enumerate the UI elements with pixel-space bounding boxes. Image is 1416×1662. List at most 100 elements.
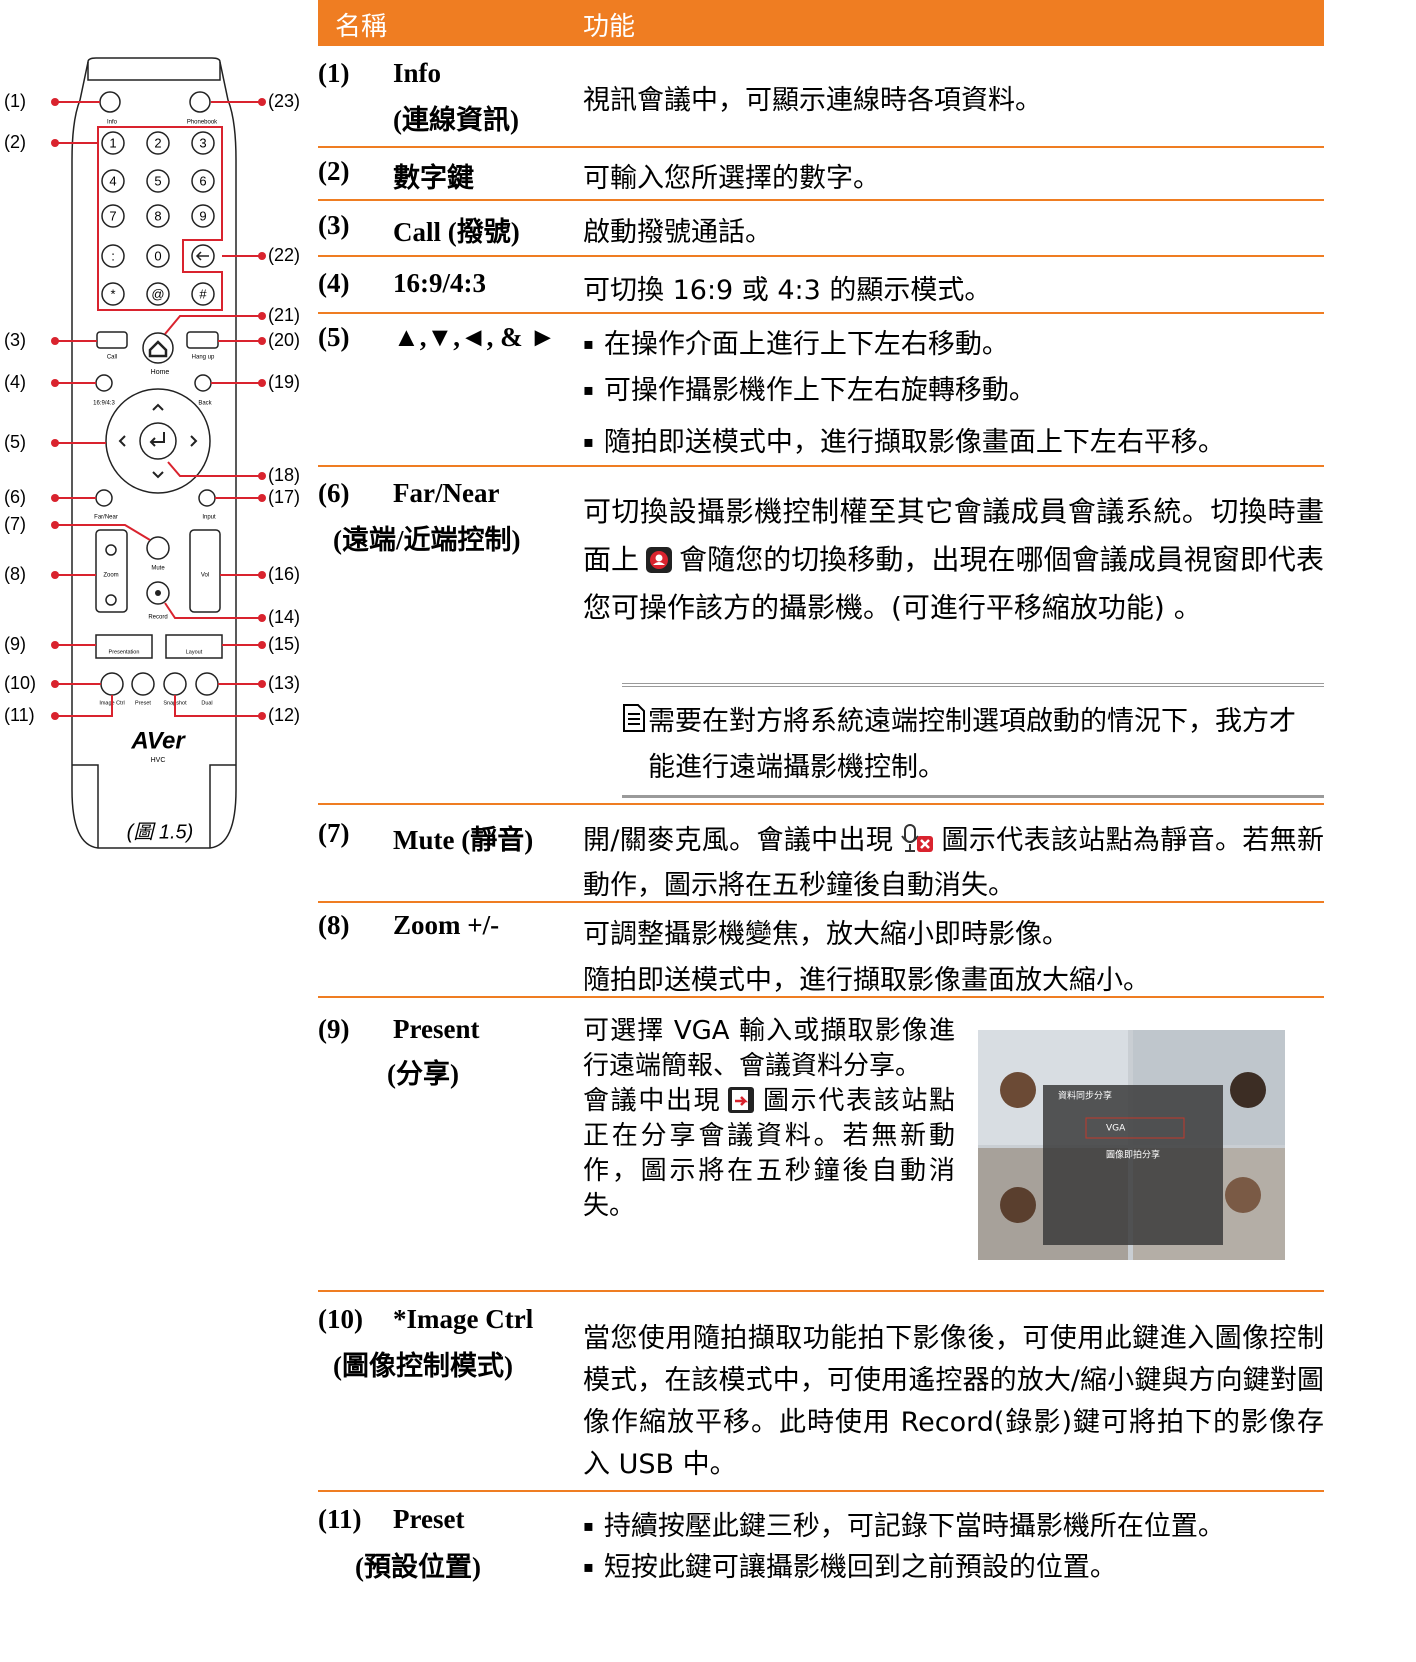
- callout-line: [164, 602, 262, 619]
- text: 當您使用隨拍擷取功能拍下影像後，可使用此鍵進入圖像控制模式，在該模式中，可使用遙…: [583, 1323, 1324, 1480]
- callout-dot: [51, 379, 59, 387]
- callout-dot: [51, 641, 59, 649]
- button-label: 16:9/4:3: [93, 401, 115, 407]
- button: [95, 489, 113, 507]
- callout-label: (1): [4, 91, 26, 111]
- button-label: Phonebook: [187, 120, 218, 126]
- button: [105, 594, 117, 606]
- callout-label: (9): [4, 634, 26, 654]
- callout-label: (13): [268, 673, 300, 693]
- callout-label: (10): [4, 673, 36, 693]
- text: 會議中出現: [583, 1086, 722, 1116]
- callout-dot: [258, 472, 266, 480]
- button-label: Input: [202, 515, 216, 521]
- row-name: Call (撥號): [393, 217, 520, 247]
- callout-dot: [51, 337, 59, 345]
- callout-label: (6): [4, 487, 26, 507]
- button: [191, 204, 215, 228]
- row-number: (1): [318, 58, 350, 88]
- button: [194, 374, 212, 392]
- button: [139, 422, 177, 460]
- row-separator: [318, 1490, 1324, 1492]
- row-name: *Image Ctrl: [393, 1304, 534, 1334]
- callout-dot: [51, 98, 59, 106]
- callout-dot: [51, 680, 59, 688]
- remote-body: [71, 57, 237, 849]
- button-label: Call: [107, 355, 117, 361]
- row-separator: [318, 901, 1324, 903]
- button: [163, 672, 187, 696]
- callout-label: (14): [268, 607, 300, 627]
- button: [189, 529, 221, 613]
- header-cell: 名稱: [335, 12, 388, 42]
- button-label: *: [110, 286, 115, 301]
- button: [95, 529, 128, 613]
- note-box: 需要在對方將系統遠端控制選項啟動的情況下，我方才能進行遠端攝影機控制。: [622, 683, 1324, 798]
- callout-label: (3): [4, 330, 26, 350]
- screenshot-item: 圖像即拍分享: [1106, 1149, 1160, 1161]
- button: [189, 91, 211, 113]
- button-label: :: [111, 248, 115, 263]
- text: 可選擇 VGA 輸入或擷取影像進行遠端簡報、會議資料分享。: [583, 1016, 955, 1081]
- row-function: 可輸入您所選擇的數字。: [583, 156, 1324, 195]
- row-separator: [318, 996, 1324, 998]
- callout-dot: [258, 312, 266, 320]
- table-header: 名稱 功能: [318, 0, 1324, 46]
- row-number: (5): [318, 322, 350, 352]
- remote-trim: [72, 62, 236, 848]
- row-separator: [318, 146, 1324, 148]
- row-name: Present: [393, 1014, 480, 1044]
- row-separator: [318, 312, 1324, 314]
- button-label: 4: [109, 173, 116, 188]
- button-label: Back: [198, 401, 212, 407]
- button-label: Layout: [186, 649, 203, 655]
- callout-label: (23): [268, 91, 300, 111]
- row-name: (連線資訊): [393, 105, 519, 135]
- button-label: Record: [148, 615, 167, 621]
- callout-label: (20): [268, 330, 300, 350]
- row-function: 可切換 16:9 或 4:3 的顯示模式。: [583, 268, 1324, 307]
- text: 可調整攝影機變焦，放大縮小即時影像。: [583, 919, 1069, 950]
- button-label: AVer: [130, 727, 186, 754]
- bullet: 在操作介面上進行上下左右移動。: [583, 322, 1009, 361]
- button: [165, 634, 223, 659]
- button-label: 1: [109, 135, 116, 150]
- callout-label: (15): [268, 634, 300, 654]
- screenshot-item: VGA: [1106, 1124, 1126, 1134]
- button-label: Presentation: [109, 649, 140, 655]
- bullet: 可操作攝影機作上下左右旋轉移動。: [583, 368, 1036, 407]
- home-icon: [148, 340, 168, 358]
- callout-label: (21): [268, 305, 300, 325]
- row-function: 視訊會議中，可顯示連線時各項資料。: [583, 78, 1324, 117]
- row-separator: [318, 465, 1324, 467]
- button-label: Preset: [135, 700, 151, 706]
- callout-label: (2): [4, 132, 26, 152]
- button-label: Vol: [201, 573, 209, 579]
- row-name: Preset: [393, 1504, 465, 1534]
- button-label: Home: [151, 369, 170, 376]
- callout-dot: [51, 494, 59, 502]
- button-label: Mute: [151, 566, 165, 572]
- row-function: 開/關麥克風。會議中出現 圖示代表該站點為靜音。若無新動作，圖示將在五秒鐘後自動消…: [583, 818, 1324, 908]
- dpad-arrows: [118, 403, 198, 479]
- text: 可輸入您所選擇的數字。: [583, 163, 880, 194]
- callout-label: (4): [4, 372, 26, 392]
- header-cell: 功能: [583, 12, 636, 42]
- bullet: 持續按壓此鍵三秒，可記錄下當時攝影機所在位置。: [583, 1504, 1225, 1543]
- callout-dot: [258, 614, 266, 622]
- button-label: Zoom: [103, 573, 118, 579]
- callout-line: [55, 524, 151, 541]
- button: [191, 131, 215, 155]
- button-label: 9: [199, 208, 206, 223]
- row-number: (3): [318, 210, 350, 240]
- row-name: Mute (靜音): [393, 825, 534, 855]
- row-name: Info: [393, 58, 442, 88]
- present-screenshot: 資料同步分享 VGA 圖像即拍分享: [978, 1030, 1285, 1260]
- button-label: Dual: [201, 700, 212, 706]
- callout-label: (12): [268, 705, 300, 725]
- row-number: (10): [318, 1304, 363, 1334]
- row-function: 當您使用隨拍擷取功能拍下影像後，可使用此鍵進入圖像控制模式，在該模式中，可使用遙…: [583, 1318, 1324, 1486]
- row-number: (7): [318, 818, 350, 848]
- row-name: ▲,▼,◄, & ►: [393, 322, 557, 352]
- callout-line: [55, 695, 113, 717]
